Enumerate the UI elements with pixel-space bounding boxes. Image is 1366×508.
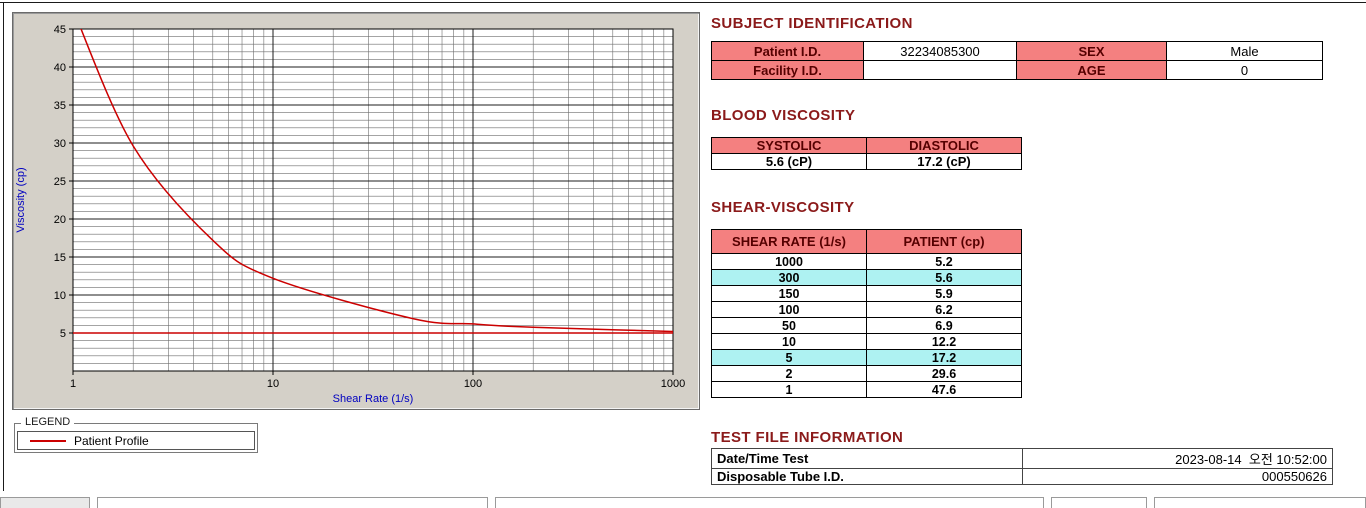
shear-row-5: 5 17.2 <box>711 349 1022 366</box>
subject-row: Patient I.D. 32234085300 SEX Male <box>711 41 1323 61</box>
svg-text:Viscosity (cp): Viscosity (cp) <box>15 167 27 232</box>
viscosity-cell: 5.2 <box>866 253 1022 270</box>
shear-rate-cell: 50 <box>711 317 867 334</box>
shear-viscosity-heading: SHEAR-VISCOSITY <box>711 199 855 216</box>
legend-item-label: Patient Profile <box>74 433 149 448</box>
viscosity-cell: 17.2 <box>866 349 1022 366</box>
viscosity-cell: 29.6 <box>866 365 1022 382</box>
shear-rate-cell: 150 <box>711 285 867 302</box>
shear-header-row: SHEAR RATE (1/s) PATIENT (cp) <box>711 229 1022 254</box>
systolic-value: 5.6 (cP) <box>711 153 867 170</box>
shear-rate-cell: 300 <box>711 269 867 286</box>
shear-rate-cell: 1 <box>711 381 867 398</box>
svg-text:10: 10 <box>54 290 66 302</box>
viscosity-cell: 6.9 <box>866 317 1022 334</box>
shear-rate-cell: 2 <box>711 365 867 382</box>
svg-text:1: 1 <box>70 378 76 390</box>
svg-text:25: 25 <box>54 176 66 188</box>
legend-groupbox: LEGEND Patient Profile <box>14 416 258 453</box>
disposable-tube-id-value: 000550626 <box>1022 468 1333 485</box>
subject-identification-heading: SUBJECT IDENTIFICATION <box>711 15 913 32</box>
sex-value: Male <box>1166 41 1323 61</box>
patient-profile-line-swatch <box>30 439 66 442</box>
svg-text:30: 30 <box>54 138 66 150</box>
shear-row-1: 1 47.6 <box>711 381 1022 398</box>
bottom-panel-fragment <box>1051 497 1147 508</box>
subject-identification-table: Patient I.D. 32234085300 SEX Male Facili… <box>711 41 1323 80</box>
shear-rate-cell: 100 <box>711 301 867 318</box>
legend-panel: Patient Profile <box>17 431 255 450</box>
test-file-information-table: Date/Time Test 2023-08-14 오전 10:52:00 Di… <box>711 448 1333 485</box>
bottom-panel-fragment <box>0 497 90 508</box>
svg-text:45: 45 <box>54 24 66 36</box>
test-file-row: Date/Time Test 2023-08-14 오전 10:52:00 <box>711 448 1333 469</box>
svg-text:1000: 1000 <box>661 378 685 390</box>
age-value: 0 <box>1166 60 1323 80</box>
subject-row: Facility I.D. AGE 0 <box>711 60 1323 80</box>
age-label: AGE <box>1016 60 1167 80</box>
svg-text:5: 5 <box>60 328 66 340</box>
blood-viscosity-table: SYSTOLIC DIASTOLIC 5.6 (cP) 17.2 (cP) <box>711 137 1022 170</box>
bv-value-row: 5.6 (cP) 17.2 (cP) <box>711 153 1022 170</box>
systolic-header: SYSTOLIC <box>711 137 867 154</box>
shear-row-150: 150 5.9 <box>711 285 1022 302</box>
bv-header-row: SYSTOLIC DIASTOLIC <box>711 137 1022 154</box>
svg-text:100: 100 <box>464 378 482 390</box>
window-border-left <box>3 2 4 491</box>
window-border-top <box>0 2 1366 3</box>
sex-label: SEX <box>1016 41 1167 61</box>
svg-text:20: 20 <box>54 214 66 226</box>
svg-text:10: 10 <box>267 378 279 390</box>
viscosity-cell: 5.6 <box>866 269 1022 286</box>
shear-rate-cell: 5 <box>711 349 867 366</box>
svg-text:35: 35 <box>54 100 66 112</box>
viscosity-cell: 12.2 <box>866 333 1022 350</box>
shear-row-50: 50 6.9 <box>711 317 1022 334</box>
blood-viscosity-heading: BLOOD VISCOSITY <box>711 107 856 124</box>
svg-text:Shear Rate (1/s): Shear Rate (1/s) <box>333 393 414 405</box>
bottom-panel-fragment <box>1154 497 1366 508</box>
viscosity-cell: 47.6 <box>866 381 1022 398</box>
shear-rate-header: SHEAR RATE (1/s) <box>711 229 867 254</box>
patient-cp-header: PATIENT (cp) <box>866 229 1022 254</box>
shear-rate-cell: 10 <box>711 333 867 350</box>
viscosity-chart-panel: 5 10 15 20 25 30 35 40 45 1 10 100 1000 Shear Rate (1… <box>12 12 700 410</box>
shear-row-2: 2 29.6 <box>711 365 1022 382</box>
date-time-test-value: 2023-08-14 오전 10:52:00 <box>1022 448 1333 469</box>
legend-title: LEGEND <box>21 416 75 428</box>
bottom-panel-fragment <box>495 497 1044 508</box>
bottom-panel-fragment <box>97 497 488 508</box>
date-time-test-label: Date/Time Test <box>711 448 1023 469</box>
disposable-tube-id-label: Disposable Tube I.D. <box>711 468 1023 485</box>
viscosity-cell: 6.2 <box>866 301 1022 318</box>
patient-id-label: Patient I.D. <box>711 41 864 61</box>
diastolic-header: DIASTOLIC <box>866 137 1022 154</box>
svg-text:15: 15 <box>54 252 66 264</box>
test-file-information-heading: TEST FILE INFORMATION <box>711 429 904 446</box>
test-file-row: Disposable Tube I.D. 000550626 <box>711 468 1333 485</box>
diastolic-value: 17.2 (cP) <box>866 153 1022 170</box>
patient-id-value: 32234085300 <box>863 41 1017 61</box>
viscosity-cell: 5.9 <box>866 285 1022 302</box>
shear-row-100: 100 6.2 <box>711 301 1022 318</box>
shear-row-10: 10 12.2 <box>711 333 1022 350</box>
shear-viscosity-chart: 5 10 15 20 25 30 35 40 45 1 10 100 1000 Shear Rate (1… <box>15 24 685 405</box>
shear-row-1000: 1000 5.2 <box>711 253 1022 270</box>
facility-id-label: Facility I.D. <box>711 60 864 80</box>
shear-row-300: 300 5.6 <box>711 269 1022 286</box>
shear-viscosity-table: SHEAR RATE (1/s) PATIENT (cp) 1000 5.2 3… <box>711 229 1022 398</box>
shear-rate-cell: 1000 <box>711 253 867 270</box>
facility-id-value <box>863 60 1017 80</box>
svg-text:40: 40 <box>54 62 66 74</box>
